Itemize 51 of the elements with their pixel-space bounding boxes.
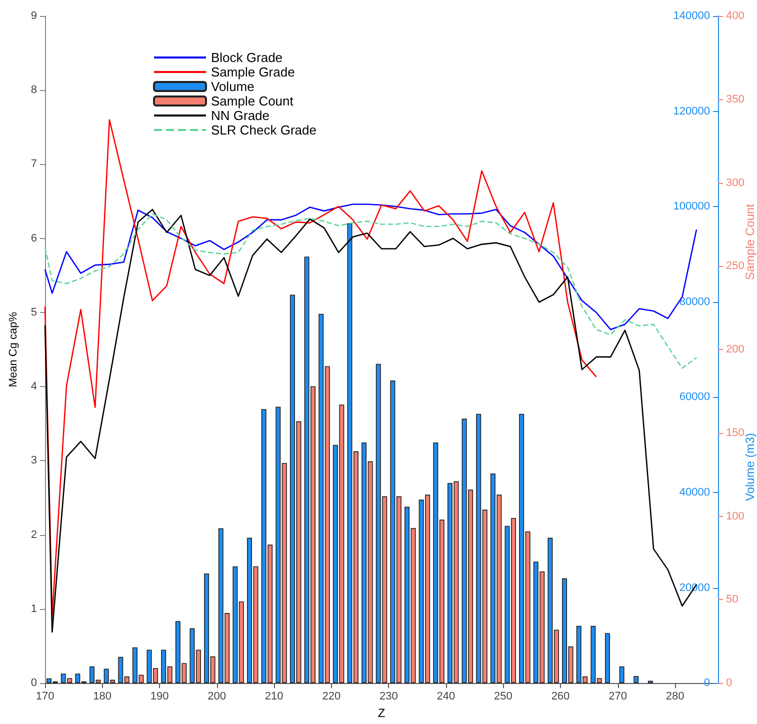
y-tick-label: 5 — [30, 306, 37, 318]
legend-label: Block Grade — [211, 50, 283, 65]
y2-axis-title: Sample Count — [743, 203, 757, 280]
y-tick-label: 2 — [30, 528, 37, 541]
x-tick-label: 210 — [264, 690, 284, 703]
y-tick-label: 7 — [30, 158, 37, 170]
line-series — [44, 119, 597, 618]
bar — [619, 666, 624, 684]
y-tick-label: 4 — [30, 380, 37, 393]
y2-tick-label: 100 — [726, 510, 744, 522]
y2-tick-label: 200 — [726, 344, 744, 356]
x-tick-label: 280 — [666, 690, 684, 703]
bar — [604, 633, 610, 684]
y2-tick-label: 300 — [726, 176, 744, 189]
y-tick-label: 0 — [30, 677, 37, 690]
y2-tick-label: 400 — [726, 10, 744, 22]
x-axis-title: Z — [378, 706, 386, 720]
x-tick-label: 200 — [208, 690, 226, 703]
y3-tick-label: 140000 — [673, 10, 710, 22]
y-tick-label: 8 — [30, 84, 37, 96]
y3-tick-label: 40000 — [679, 486, 710, 498]
y2-tick-label: 0 — [726, 677, 732, 690]
y2-tick-label: 150 — [726, 426, 744, 439]
y3-axis-title: Volume (m3) — [743, 432, 757, 502]
x-tick-label: 220 — [322, 690, 341, 703]
y2-tick-label: 350 — [726, 93, 744, 106]
y-tick-label: 6 — [30, 232, 37, 244]
x-tick-label: 270 — [608, 690, 627, 703]
y-tick-label: 3 — [30, 454, 37, 467]
bar — [634, 676, 639, 684]
legend-label: SLR Check Grade — [211, 122, 316, 138]
y3-tick-label: 100000 — [673, 200, 710, 213]
x-tick-label: 230 — [379, 690, 398, 703]
legend-label: Volume — [211, 79, 254, 94]
y3-tick-label: 120000 — [673, 105, 710, 118]
x-tick-label: 170 — [36, 690, 54, 703]
x-tick-label: 180 — [93, 690, 112, 703]
x-tick-label: 250 — [494, 690, 512, 703]
y-axis-title: Mean Cg cap% — [8, 312, 20, 388]
x-tick-label: 240 — [436, 690, 456, 703]
legend-label: NN Grade — [211, 108, 270, 123]
y2-tick-label: 50 — [726, 594, 738, 606]
legend-label: Sample Grade — [211, 64, 295, 80]
y-tick-label: 9 — [30, 10, 37, 22]
legend-label: Sample Count — [211, 94, 294, 108]
y3-tick-label: 60000 — [679, 391, 710, 404]
y3-tick-label: 80000 — [679, 296, 710, 308]
x-tick-label: 260 — [551, 690, 570, 703]
y-tick-label: 1 — [30, 602, 37, 615]
x-tick-label: 190 — [150, 690, 169, 703]
y2-tick-label: 250 — [726, 260, 744, 272]
